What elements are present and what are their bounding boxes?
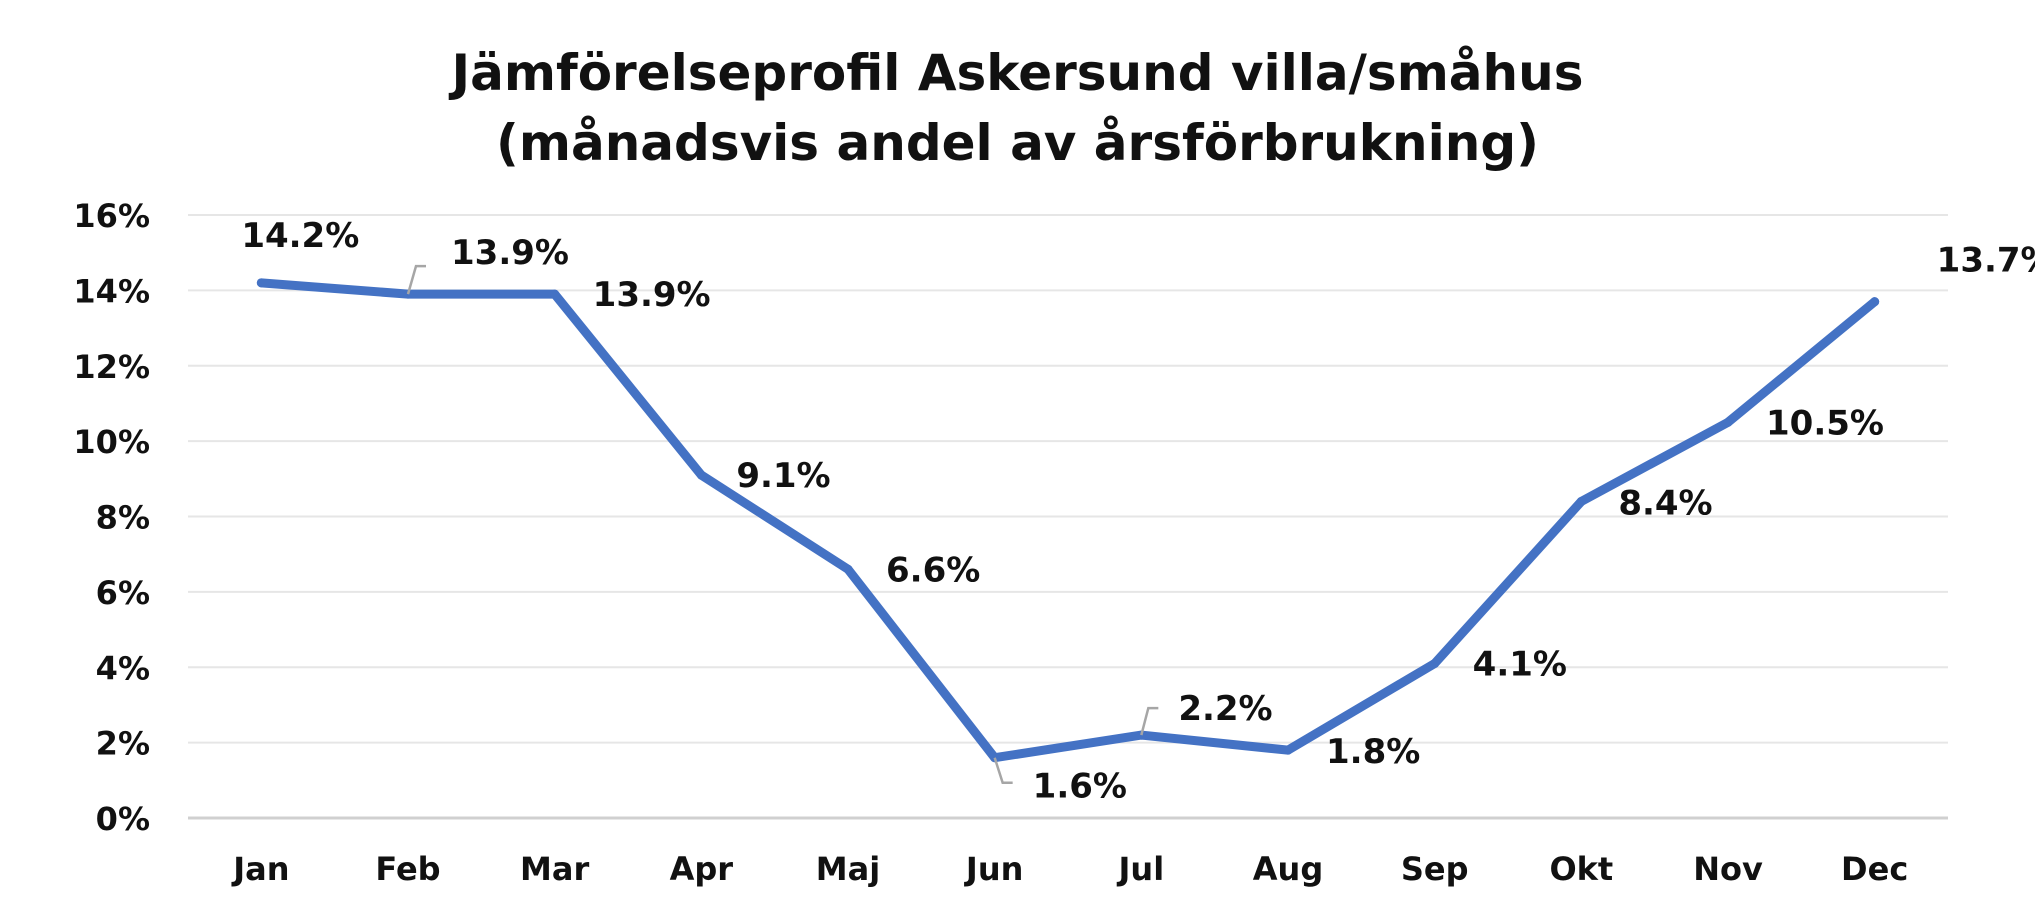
x-tick-label: Okt [1549, 850, 1613, 888]
data-label: 9.1% [736, 456, 830, 496]
y-tick-label: 4% [96, 649, 150, 687]
data-label: 13.7% [1937, 241, 2035, 281]
data-label: 2.2% [1178, 689, 1272, 729]
data-point [1870, 297, 1880, 307]
data-label-leader [993, 757, 1013, 784]
x-tick-label: Sep [1401, 850, 1469, 888]
data-label: 1.8% [1326, 732, 1420, 772]
x-tick-label: Dec [1841, 850, 1908, 888]
x-tick-label: Mar [520, 850, 589, 888]
data-label: 14.2% [241, 216, 359, 256]
data-label: 4.1% [1473, 644, 1567, 684]
x-tick-label: Feb [375, 850, 440, 888]
data-point [1723, 417, 1733, 427]
y-tick-label: 16% [73, 197, 150, 235]
chart-title-block: Jämförelseprofil Askersund villa/småhus … [0, 38, 2035, 178]
data-point [256, 278, 266, 288]
y-tick-label: 2% [96, 725, 150, 763]
data-point [1576, 496, 1586, 506]
data-point [1430, 658, 1440, 668]
chart-subtitle: (månadsvis andel av årsförbrukning) [496, 114, 1539, 172]
data-label: 10.5% [1766, 403, 1884, 443]
data-label: 1.6% [1033, 767, 1127, 807]
data-point [843, 564, 853, 574]
data-label-leader [1140, 706, 1159, 736]
series-line [256, 278, 1880, 763]
data-label-leader [406, 264, 426, 295]
y-tick-label: 10% [73, 423, 150, 461]
data-label: 13.9% [593, 275, 711, 315]
x-tick-label: Jan [231, 850, 289, 888]
data-label: 8.4% [1618, 483, 1712, 523]
x-tick-label: Jun [964, 850, 1023, 888]
y-tick-label: 14% [73, 272, 150, 310]
y-tick-label: 8% [96, 499, 150, 537]
data-point [550, 289, 560, 299]
data-label: 6.6% [886, 550, 980, 590]
chart-title: Jämförelseprofil Askersund villa/småhus [451, 44, 1584, 102]
x-tick-label: Jul [1117, 850, 1165, 888]
y-tick-label: 6% [96, 574, 150, 612]
data-point [696, 470, 706, 480]
y-tick-label: 0% [96, 800, 150, 838]
x-tick-label: Apr [670, 850, 734, 888]
data-label: 13.9% [451, 233, 569, 273]
data-point [1283, 745, 1293, 755]
x-tick-label: Nov [1693, 850, 1763, 888]
y-tick-label: 12% [73, 348, 150, 386]
x-tick-label: Maj [816, 850, 880, 888]
x-tick-label: Aug [1253, 850, 1323, 888]
